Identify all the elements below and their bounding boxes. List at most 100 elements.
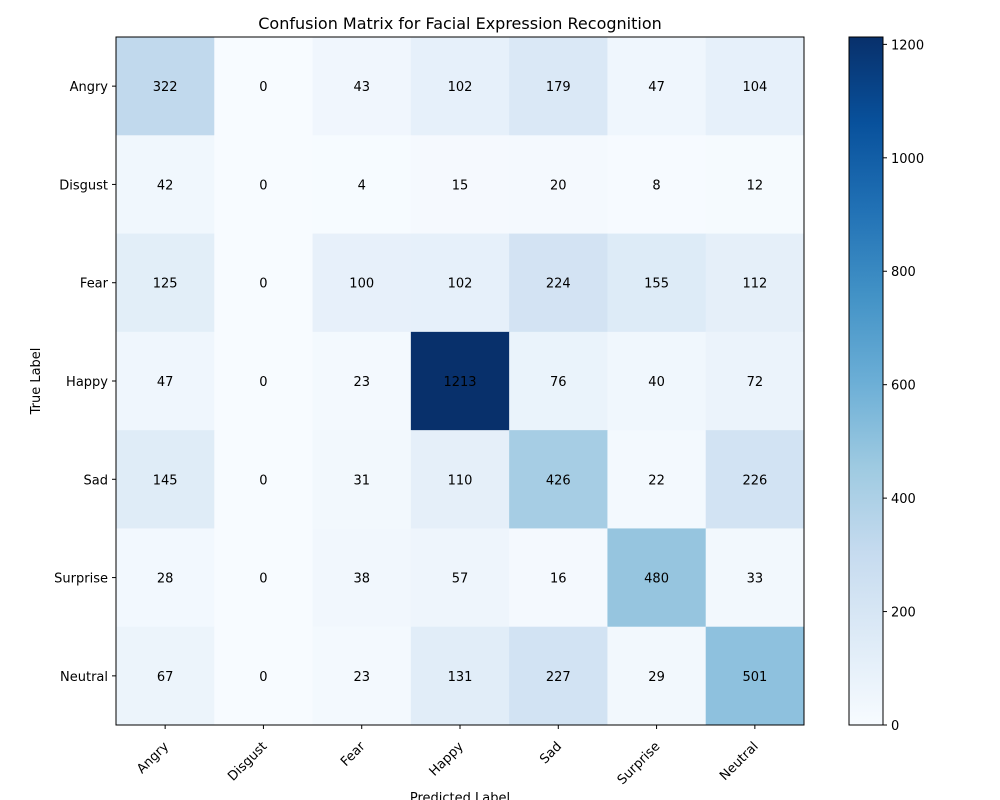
cell-value-label: 0 [259, 572, 267, 587]
x-axis-label: Predicted Label [410, 791, 510, 800]
cell-value-label: 322 [153, 80, 178, 95]
cell-value-label: 72 [747, 375, 764, 390]
heatmap-cell [214, 233, 314, 333]
heatmap-cell [410, 528, 510, 628]
colorbar-tick-label: 800 [891, 265, 916, 280]
cell-value-label: 4 [358, 178, 366, 193]
heatmap-cell [410, 331, 510, 431]
heatmap-cell [312, 528, 412, 628]
heatmap-cell [509, 528, 608, 628]
cell-value-label: 33 [747, 572, 764, 587]
heatmap-cell [312, 331, 412, 431]
heatmap-cell [214, 331, 314, 431]
cell-value-label: 76 [550, 375, 567, 390]
cell-value-label: 125 [153, 277, 178, 292]
x-tick-label: Sad [537, 739, 565, 767]
cell-value-label: 102 [448, 80, 473, 95]
y-axis-ticks: Angry Disgust Fear Happy Sad Surprise Neutral [54, 80, 116, 685]
cell-value-label: 67 [157, 670, 174, 685]
cell-value-label: 1213 [443, 375, 476, 390]
cell-value-label: 102 [448, 277, 473, 292]
cell-value-label: 57 [452, 572, 469, 587]
heatmap-cell [705, 37, 805, 136]
cell-value-label: 0 [259, 375, 267, 390]
cell-value-label: 0 [259, 178, 267, 193]
cell-value-label: 480 [644, 572, 669, 587]
cell-value-label: 501 [742, 670, 767, 685]
cell-value-label: 29 [648, 670, 665, 685]
cell-value-label: 224 [546, 277, 571, 292]
heatmap-cell [410, 626, 510, 726]
heatmap-cell [607, 430, 707, 529]
heatmap-cell [312, 430, 412, 529]
heatmap-cell [509, 626, 608, 726]
heatmap-cell [312, 626, 412, 726]
heatmap-cell [410, 37, 510, 136]
heatmap-cell [705, 430, 805, 529]
heatmap-cell [116, 528, 215, 628]
y-tick-label: Disgust [59, 178, 108, 193]
heatmap-cell [410, 135, 510, 235]
heatmap-cell [116, 233, 215, 333]
cell-value-label: 15 [452, 178, 469, 193]
x-tick-label: Fear [338, 739, 369, 770]
heatmap-cell [410, 233, 510, 333]
heatmap-cell [214, 626, 314, 726]
heatmap-cell [116, 430, 215, 529]
heatmap-cell [705, 135, 805, 235]
y-tick-label: Surprise [54, 572, 108, 587]
colorbar-tick-label: 200 [891, 606, 916, 621]
heatmap-cell [214, 528, 314, 628]
cell-value-label: 179 [546, 80, 571, 95]
colorbar-tick-label: 0 [891, 719, 899, 734]
heatmap-cell [214, 430, 314, 529]
x-tick-label: Happy [427, 739, 467, 779]
heatmap-cell [312, 37, 412, 136]
x-axis-ticks: Angry Disgust Fear Happy Sad Surprise Neutral [134, 725, 762, 788]
cell-value-label: 23 [353, 670, 370, 685]
cell-value-label: 155 [644, 277, 669, 292]
colorbar-tick-label: 1200 [891, 38, 924, 53]
colorbar-tick-label: 1000 [891, 152, 924, 167]
y-tick-label: Happy [66, 375, 108, 390]
cell-value-label: 110 [448, 473, 473, 488]
heatmap-cell [607, 528, 707, 628]
colorbar-ticks: 0 200 400 600 800 1000 1200 [883, 38, 924, 734]
cell-value-label: 40 [648, 375, 665, 390]
cell-value-label: 131 [448, 670, 473, 685]
heatmap-cell [509, 135, 608, 235]
heatmap-cell [607, 135, 707, 235]
heatmap-cell [214, 37, 314, 136]
x-tick-label: Surprise [615, 739, 664, 788]
y-tick-label: Fear [80, 277, 109, 292]
x-tick-label: Disgust [225, 739, 270, 784]
heatmap-cell [214, 135, 314, 235]
cell-value-label: 226 [742, 473, 767, 488]
heatmap-cell [509, 233, 608, 333]
colorbar-tick-label: 600 [891, 379, 916, 394]
cell-value-label: 22 [648, 473, 665, 488]
heatmap-cell [509, 37, 608, 136]
heatmap-cell [607, 37, 707, 136]
heatmap-cell [705, 233, 805, 333]
cell-value-label: 227 [546, 670, 571, 685]
cell-value-label: 100 [349, 277, 374, 292]
heatmap-cell [705, 331, 805, 431]
heatmap-cell [312, 135, 412, 235]
colorbar [848, 36, 884, 726]
cell-value-label: 0 [259, 670, 267, 685]
heatmap-cell [116, 37, 215, 136]
heatmap-cell [607, 626, 707, 726]
heatmap-cell [116, 135, 215, 235]
cell-value-label: 47 [648, 80, 665, 95]
x-tick-label: Angry [134, 739, 172, 777]
cell-value-label: 145 [153, 473, 178, 488]
heatmap-cell [410, 430, 510, 529]
cell-value-label: 31 [353, 473, 370, 488]
cell-value-labels: 322 0 43 102 179 47 104 42 0 4 15 20 8 12 125 0 100 102 22… [153, 80, 768, 685]
cell-value-label: 28 [157, 572, 174, 587]
cell-value-label: 426 [546, 473, 571, 488]
heatmap-cell [116, 331, 215, 431]
cell-value-label: 8 [652, 178, 660, 193]
